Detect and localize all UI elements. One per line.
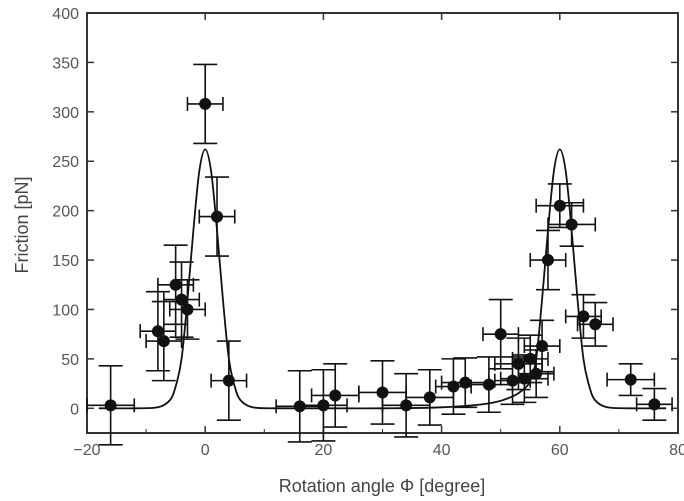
data-point-marker [151, 325, 164, 338]
data-point [86, 364, 136, 446]
x-tick-label: −20 [73, 442, 100, 459]
x-axis-title: Rotation angle Φ [degree] [279, 476, 486, 496]
data-point-marker [157, 335, 170, 348]
data-point [635, 387, 673, 421]
data-point [168, 279, 206, 340]
data-point [310, 363, 360, 428]
x-axis-ticks: −20 0 20 40 60 80 [73, 13, 684, 459]
data-point-marker [506, 374, 519, 387]
data-point-marker [482, 378, 495, 391]
x-tick-label: 40 [433, 442, 451, 459]
y-tick-label: 250 [52, 154, 79, 171]
data-points-layer [86, 63, 673, 446]
data-point [358, 360, 407, 425]
y-tick-label: 300 [52, 105, 79, 122]
data-point-marker [536, 340, 549, 353]
y-tick-label: 150 [52, 253, 79, 270]
data-point-marker [317, 399, 330, 412]
y-tick-label: 100 [52, 302, 79, 319]
data-point [139, 290, 177, 372]
data-point-marker [494, 328, 507, 341]
data-point-marker [530, 367, 543, 380]
x-tick-label: 80 [669, 442, 684, 459]
x-tick-label: 0 [201, 442, 210, 459]
data-point-marker [400, 399, 413, 412]
data-point-marker [329, 389, 342, 402]
data-point [464, 356, 514, 414]
data-point [482, 298, 520, 370]
data-point [145, 300, 183, 382]
data-point-marker [512, 357, 525, 370]
x-tick-label: 60 [551, 442, 569, 459]
data-point [523, 319, 561, 373]
data-point-marker [565, 218, 578, 231]
data-point [298, 368, 348, 442]
data-point-marker [553, 199, 566, 212]
data-point-marker [104, 399, 117, 412]
y-axis-ticks: 0 50 100 150 200 250 300 350 400 [52, 6, 678, 418]
data-point [210, 340, 248, 421]
y-tick-label: 0 [70, 401, 79, 418]
data-point-marker [423, 391, 436, 404]
y-tick-label: 350 [52, 55, 79, 72]
y-tick-label: 50 [61, 352, 79, 369]
y-axis-title: Friction [pN] [12, 176, 32, 273]
data-point [547, 201, 597, 248]
data-point [186, 63, 224, 145]
data-point [163, 261, 201, 338]
data-point [564, 293, 602, 339]
data-point-marker [169, 278, 182, 291]
data-point [576, 301, 614, 347]
data-point-marker [577, 310, 590, 323]
data-point-marker [541, 254, 554, 267]
data-point-marker [589, 318, 602, 331]
x-tick-label: 20 [315, 442, 333, 459]
y-tick-label: 400 [52, 6, 79, 23]
data-point-marker [518, 372, 531, 385]
data-point-marker [181, 303, 194, 316]
data-point-marker [524, 352, 537, 365]
data-point [381, 372, 431, 438]
data-point [198, 176, 236, 257]
data-point-marker [175, 293, 188, 306]
data-point [499, 354, 549, 404]
data-point [529, 229, 567, 291]
data-point-marker [376, 386, 389, 399]
data-point [606, 363, 656, 397]
data-point-marker [199, 97, 212, 110]
data-point-marker [648, 398, 661, 411]
y-tick-label: 200 [52, 204, 79, 221]
data-point [405, 368, 455, 426]
data-point-marker [211, 210, 224, 223]
data-point-marker [447, 380, 460, 393]
data-point-marker [624, 373, 637, 386]
data-point-marker [222, 374, 235, 387]
